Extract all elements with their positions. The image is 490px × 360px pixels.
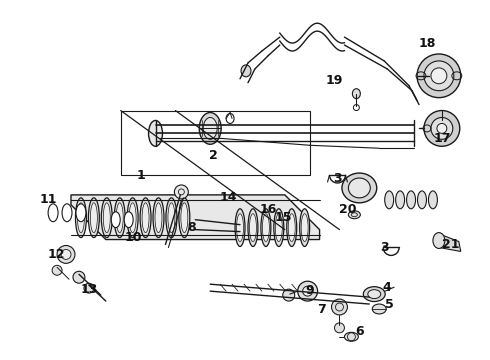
- Ellipse shape: [249, 214, 256, 242]
- Ellipse shape: [428, 191, 438, 209]
- Ellipse shape: [101, 198, 112, 238]
- Ellipse shape: [116, 203, 123, 233]
- Ellipse shape: [142, 203, 149, 233]
- Text: 19: 19: [326, 74, 343, 87]
- Circle shape: [417, 54, 461, 98]
- Text: 15: 15: [275, 211, 293, 224]
- Text: 9: 9: [305, 284, 314, 297]
- Text: 2: 2: [209, 149, 218, 162]
- Ellipse shape: [77, 203, 84, 233]
- Text: 8: 8: [187, 221, 196, 234]
- Circle shape: [57, 246, 75, 264]
- Ellipse shape: [237, 214, 244, 242]
- Ellipse shape: [235, 209, 245, 247]
- Ellipse shape: [274, 209, 284, 247]
- Text: 18: 18: [418, 37, 436, 50]
- Circle shape: [335, 323, 344, 333]
- Circle shape: [52, 265, 62, 275]
- Ellipse shape: [114, 198, 125, 238]
- Ellipse shape: [62, 204, 72, 222]
- Ellipse shape: [372, 304, 386, 314]
- Circle shape: [303, 286, 313, 296]
- Ellipse shape: [124, 212, 133, 228]
- Text: 4: 4: [383, 281, 392, 294]
- Ellipse shape: [433, 233, 445, 248]
- Circle shape: [283, 289, 294, 301]
- Text: 10: 10: [125, 231, 143, 244]
- Circle shape: [73, 271, 85, 283]
- Ellipse shape: [300, 209, 310, 247]
- Ellipse shape: [275, 214, 282, 242]
- Ellipse shape: [348, 178, 370, 198]
- Ellipse shape: [48, 204, 58, 222]
- Ellipse shape: [168, 203, 175, 233]
- Ellipse shape: [344, 332, 358, 341]
- Ellipse shape: [88, 198, 99, 238]
- Ellipse shape: [261, 209, 271, 247]
- Circle shape: [424, 61, 454, 91]
- Ellipse shape: [287, 209, 297, 247]
- Ellipse shape: [90, 203, 98, 233]
- Text: 17: 17: [433, 132, 451, 145]
- Ellipse shape: [129, 203, 136, 233]
- Text: 6: 6: [355, 325, 364, 338]
- Text: 1: 1: [136, 168, 145, 181]
- Ellipse shape: [395, 191, 405, 209]
- Ellipse shape: [288, 214, 295, 242]
- Ellipse shape: [385, 191, 393, 209]
- Text: 3: 3: [380, 241, 389, 254]
- Circle shape: [431, 117, 453, 139]
- Ellipse shape: [248, 209, 258, 247]
- Polygon shape: [439, 235, 461, 251]
- Circle shape: [332, 299, 347, 315]
- Text: 5: 5: [385, 297, 393, 311]
- Circle shape: [61, 249, 71, 260]
- Ellipse shape: [301, 214, 308, 242]
- Ellipse shape: [103, 203, 110, 233]
- Ellipse shape: [199, 113, 221, 144]
- Text: 13: 13: [80, 283, 98, 296]
- Ellipse shape: [263, 214, 270, 242]
- Text: 20: 20: [339, 203, 356, 216]
- Text: 21: 21: [442, 238, 460, 251]
- Ellipse shape: [368, 290, 381, 298]
- Text: 14: 14: [220, 192, 237, 204]
- Text: 12: 12: [48, 248, 65, 261]
- Text: 3: 3: [333, 171, 342, 185]
- Ellipse shape: [166, 198, 177, 238]
- Circle shape: [424, 111, 460, 146]
- Ellipse shape: [75, 198, 86, 238]
- Ellipse shape: [148, 121, 163, 146]
- Circle shape: [431, 68, 447, 84]
- Ellipse shape: [140, 198, 151, 238]
- Ellipse shape: [181, 203, 188, 233]
- Ellipse shape: [348, 211, 360, 219]
- Ellipse shape: [417, 191, 426, 209]
- Polygon shape: [71, 195, 319, 239]
- Ellipse shape: [155, 203, 162, 233]
- Ellipse shape: [241, 65, 251, 77]
- Circle shape: [437, 123, 447, 133]
- Circle shape: [298, 281, 318, 301]
- Ellipse shape: [203, 117, 217, 139]
- Circle shape: [174, 185, 188, 199]
- Ellipse shape: [153, 198, 164, 238]
- Text: 11: 11: [39, 193, 57, 206]
- Text: 7: 7: [317, 303, 326, 316]
- Text: 16: 16: [259, 203, 276, 216]
- Ellipse shape: [127, 198, 138, 238]
- Ellipse shape: [111, 212, 120, 228]
- Circle shape: [84, 283, 94, 293]
- Ellipse shape: [352, 89, 360, 99]
- Ellipse shape: [342, 173, 377, 203]
- Ellipse shape: [179, 198, 190, 238]
- Ellipse shape: [363, 287, 385, 302]
- Ellipse shape: [407, 191, 416, 209]
- Ellipse shape: [76, 204, 86, 222]
